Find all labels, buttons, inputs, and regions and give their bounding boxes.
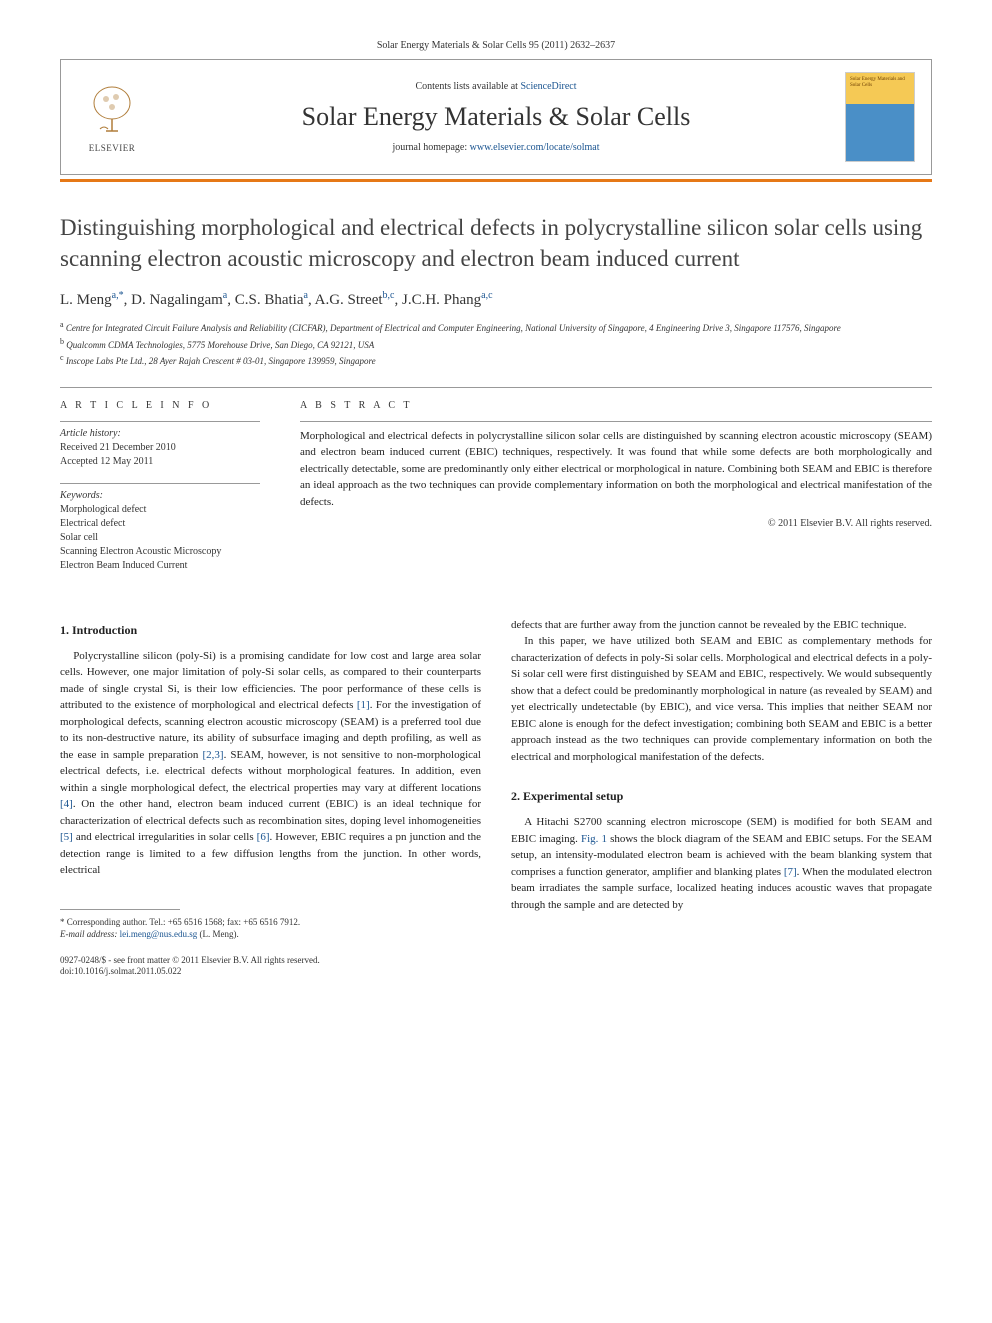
abstract-text: Morphological and electrical defects in …	[300, 421, 932, 511]
ref-5-link[interactable]: [5]	[60, 831, 73, 843]
email-footnote: E-mail address: lei.meng@nus.edu.sg (L. …	[60, 928, 481, 941]
journal-name: Solar Energy Materials & Solar Cells	[163, 102, 829, 132]
orange-divider-bar	[60, 179, 932, 182]
header-center: Contents lists available at ScienceDirec…	[163, 81, 829, 153]
section-1-heading: 1. Introduction	[60, 623, 481, 638]
intro-continuation: defects that are further away from the j…	[511, 617, 932, 634]
journal-cover-thumbnail: Solar Energy Materials and Solar Cells	[845, 72, 915, 162]
author-4: A.G. Street	[315, 292, 383, 308]
affiliation-a: a Centre for Integrated Circuit Failure …	[60, 319, 932, 336]
keywords-title: Keywords:	[60, 490, 260, 501]
author-5-sup: a,c	[481, 290, 492, 301]
ref-7-link[interactable]: [7]	[784, 866, 797, 878]
affiliation-b: b Qualcomm CDMA Technologies, 5775 Moreh…	[60, 336, 932, 353]
author-5: J.C.H. Phang	[402, 292, 481, 308]
abstract-copyright: © 2011 Elsevier B.V. All rights reserved…	[300, 518, 932, 529]
journal-header-box: ELSEVIER Contents lists available at Sci…	[60, 59, 932, 175]
body-column-right: defects that are further away from the j…	[511, 617, 932, 979]
author-3-sup: a	[303, 290, 307, 301]
author-4-sup: b,c	[383, 290, 395, 301]
author-1: L. Meng	[60, 292, 112, 308]
author-list: L. Menga,*, D. Nagalingama, C.S. Bhatiaa…	[60, 290, 932, 309]
author-2: D. Nagalingam	[131, 292, 223, 308]
corresponding-author-footnote: * Corresponding author. Tel.: +65 6516 1…	[60, 916, 481, 929]
history-title: Article history:	[60, 428, 260, 439]
contents-available-line: Contents lists available at ScienceDirec…	[163, 81, 829, 92]
article-info-label: A R T I C L E I N F O	[60, 400, 260, 411]
sciencedirect-link[interactable]: ScienceDirect	[520, 81, 576, 92]
author-2-sup: a	[223, 290, 227, 301]
contents-prefix: Contents lists available at	[415, 81, 520, 92]
affiliations: a Centre for Integrated Circuit Failure …	[60, 319, 932, 369]
affiliation-c: c Inscope Labs Pte Ltd., 28 Ayer Rajah C…	[60, 352, 932, 369]
elsevier-logo: ELSEVIER	[77, 77, 147, 157]
abstract-column: A B S T R A C T Morphological and electr…	[300, 400, 932, 587]
abstract-label: A B S T R A C T	[300, 400, 932, 411]
experimental-paragraph: A Hitachi S2700 scanning electron micros…	[511, 814, 932, 913]
history-accepted: Accepted 12 May 2011	[60, 455, 260, 469]
email-label: E-mail address:	[60, 929, 120, 939]
section-2-heading: 2. Experimental setup	[511, 789, 932, 804]
footnote-separator	[60, 909, 180, 910]
ref-4-link[interactable]: [4]	[60, 798, 73, 810]
author-1-sup: a,*	[112, 290, 124, 301]
journal-ref-line: Solar Energy Materials & Solar Cells 95 …	[60, 40, 932, 51]
article-info-column: A R T I C L E I N F O Article history: R…	[60, 400, 260, 587]
cover-thumb-title: Solar Energy Materials and Solar Cells	[850, 77, 910, 89]
email-who: (L. Meng).	[197, 929, 239, 939]
keywords-list: Morphological defect Electrical defect S…	[60, 503, 260, 573]
article-title: Distinguishing morphological and electri…	[60, 212, 932, 274]
homepage-prefix: journal homepage:	[392, 142, 469, 153]
info-abstract-row: A R T I C L E I N F O Article history: R…	[60, 387, 932, 587]
intro-paragraph-2: In this paper, we have utilized both SEA…	[511, 633, 932, 765]
intro-paragraph: Polycrystalline silicon (poly-Si) is a p…	[60, 648, 481, 879]
homepage-line: journal homepage: www.elsevier.com/locat…	[163, 142, 829, 153]
body-column-left: 1. Introduction Polycrystalline silicon …	[60, 617, 481, 979]
homepage-link[interactable]: www.elsevier.com/locate/solmat	[470, 142, 600, 153]
front-matter-line: 0927-0248/$ - see front matter © 2011 El…	[60, 955, 481, 967]
history-received: Received 21 December 2010	[60, 441, 260, 455]
body-columns: 1. Introduction Polycrystalline silicon …	[60, 617, 932, 979]
elsevier-label: ELSEVIER	[89, 143, 136, 153]
keywords-block: Keywords: Morphological defect Electrica…	[60, 483, 260, 573]
ref-6-link[interactable]: [6]	[257, 831, 270, 843]
ref-1-link[interactable]: [1]	[357, 699, 370, 711]
fig-1-link[interactable]: Fig. 1	[581, 833, 607, 845]
elsevier-tree-icon	[82, 81, 142, 141]
author-3: C.S. Bhatia	[235, 292, 304, 308]
article-history-block: Article history: Received 21 December 20…	[60, 421, 260, 469]
ref-2-3-link[interactable]: [2,3]	[202, 749, 223, 761]
email-link[interactable]: lei.meng@nus.edu.sg	[120, 929, 198, 939]
doi-line: doi:10.1016/j.solmat.2011.05.022	[60, 966, 481, 978]
